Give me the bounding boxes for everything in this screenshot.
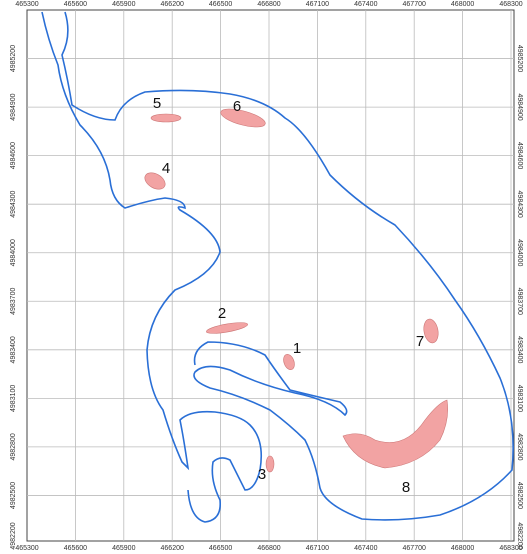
y-tick-label: 4983700 — [516, 288, 523, 315]
y-tick-label: 4982800 — [516, 433, 523, 460]
zone-label: 2 — [218, 305, 226, 322]
x-tick-label: 466200 — [161, 1, 184, 8]
x-tick-label: 468300 — [499, 545, 522, 552]
y-tick-label: 4984300 — [516, 191, 523, 218]
boundary-line — [41, 11, 263, 523]
x-tick-label: 467400 — [354, 545, 377, 552]
zone-label: 7 — [416, 333, 424, 350]
zone-label: 5 — [153, 95, 161, 112]
y-tick-label: 4984300 — [10, 190, 17, 217]
x-tick-label: 466500 — [209, 545, 232, 552]
y-tick-label: 4982500 — [516, 482, 523, 509]
y-tick-label: 4982500 — [10, 482, 17, 509]
y-tick-label: 4984000 — [516, 239, 523, 266]
y-tick-label: 4984900 — [10, 93, 17, 120]
zone-shape — [220, 108, 266, 128]
boundary-line — [61, 11, 514, 521]
y-tick-label: 4982200 — [516, 522, 523, 549]
y-tick-label: 4985200 — [10, 45, 17, 72]
y-tick-label: 4982200 — [10, 522, 17, 549]
y-tick-label: 4984600 — [10, 142, 17, 169]
y-tick-label: 4983100 — [10, 385, 17, 412]
x-tick-label: 468300 — [499, 1, 522, 8]
zone-shape — [423, 318, 439, 344]
y-tick-label: 4983400 — [516, 336, 523, 363]
map-frame — [26, 9, 515, 542]
zone-label: 3 — [258, 466, 266, 483]
x-tick-label: 466500 — [209, 1, 232, 8]
boundary — [41, 11, 514, 523]
zone-shape — [206, 322, 248, 334]
y-tick-label: 4985200 — [516, 45, 523, 72]
y-tick-label: 4983400 — [10, 336, 17, 363]
x-tick-label: 465600 — [64, 545, 87, 552]
zone-label: 4 — [162, 160, 170, 177]
x-tick-label: 466800 — [257, 545, 280, 552]
y-tick-label: 4984600 — [516, 142, 523, 169]
y-tick-label: 4982800 — [10, 433, 17, 460]
y-tick-label: 4984900 — [516, 93, 523, 120]
x-tick-label: 465900 — [112, 545, 135, 552]
y-tick-label: 4983100 — [516, 385, 523, 412]
x-tick-label: 467700 — [403, 1, 426, 8]
x-tick-label: 468000 — [451, 1, 474, 8]
zone-labels: 1 2 3 4 5 6 7 8 — [153, 95, 424, 496]
zone-label: 8 — [402, 479, 410, 496]
x-tick-label: 467700 — [403, 545, 426, 552]
x-tick-label: 467100 — [306, 1, 329, 8]
x-tick-label: 467400 — [354, 1, 377, 8]
x-tick-label: 465600 — [64, 1, 87, 8]
y-tick-label: 4984000 — [10, 239, 17, 266]
zone-shape — [144, 172, 166, 190]
x-tick-label: 466800 — [257, 1, 280, 8]
x-tick-label: 466200 — [161, 545, 184, 552]
x-tick-label: 465300 — [15, 545, 38, 552]
zone-shape — [265, 455, 275, 473]
zone-shape — [283, 353, 295, 371]
zone-shape — [150, 113, 182, 123]
zone-label: 1 — [293, 340, 301, 357]
zone-shape — [342, 399, 448, 469]
x-tick-label: 467100 — [306, 545, 329, 552]
x-tick-label: 468000 — [451, 545, 474, 552]
x-tick-label: 465900 — [112, 1, 135, 8]
y-tick-label: 4983700 — [10, 288, 17, 315]
zones — [144, 108, 448, 473]
zone-label: 6 — [233, 98, 241, 115]
x-tick-label: 465300 — [15, 1, 38, 8]
